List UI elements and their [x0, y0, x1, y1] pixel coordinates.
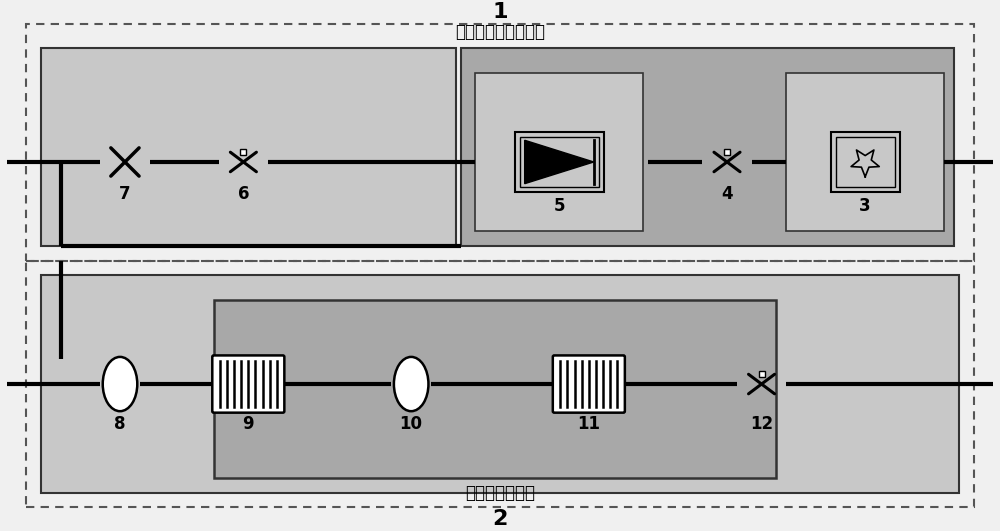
- Text: 7: 7: [119, 185, 131, 202]
- Bar: [724, 149, 730, 155]
- Bar: [786, 73, 944, 231]
- Text: 4: 4: [721, 185, 733, 202]
- Bar: [836, 138, 895, 187]
- Bar: [520, 138, 599, 187]
- Text: 5: 5: [553, 198, 565, 216]
- Text: 激光产生与放大模块: 激光产生与放大模块: [455, 23, 545, 41]
- Bar: [475, 73, 643, 231]
- Bar: [26, 261, 974, 508]
- Text: 8: 8: [114, 415, 126, 433]
- Bar: [240, 149, 246, 155]
- Text: 9: 9: [243, 415, 254, 433]
- Text: 1: 1: [492, 2, 508, 22]
- Bar: [41, 276, 959, 493]
- Text: 10: 10: [400, 415, 423, 433]
- Text: 12: 12: [750, 415, 773, 433]
- Text: 2: 2: [492, 509, 508, 529]
- Bar: [831, 132, 900, 192]
- Ellipse shape: [103, 357, 137, 411]
- Text: 3: 3: [859, 198, 871, 216]
- Bar: [41, 48, 456, 246]
- Bar: [759, 371, 765, 377]
- Text: 11: 11: [577, 415, 600, 433]
- Text: 非线性光学模块: 非线性光学模块: [465, 484, 535, 502]
- Bar: [461, 48, 954, 246]
- Text: 6: 6: [238, 185, 249, 202]
- FancyBboxPatch shape: [553, 355, 625, 413]
- Bar: [26, 24, 974, 261]
- Ellipse shape: [394, 357, 428, 411]
- FancyBboxPatch shape: [212, 355, 284, 413]
- Bar: [515, 132, 604, 192]
- Polygon shape: [525, 140, 594, 184]
- Bar: [214, 300, 776, 478]
